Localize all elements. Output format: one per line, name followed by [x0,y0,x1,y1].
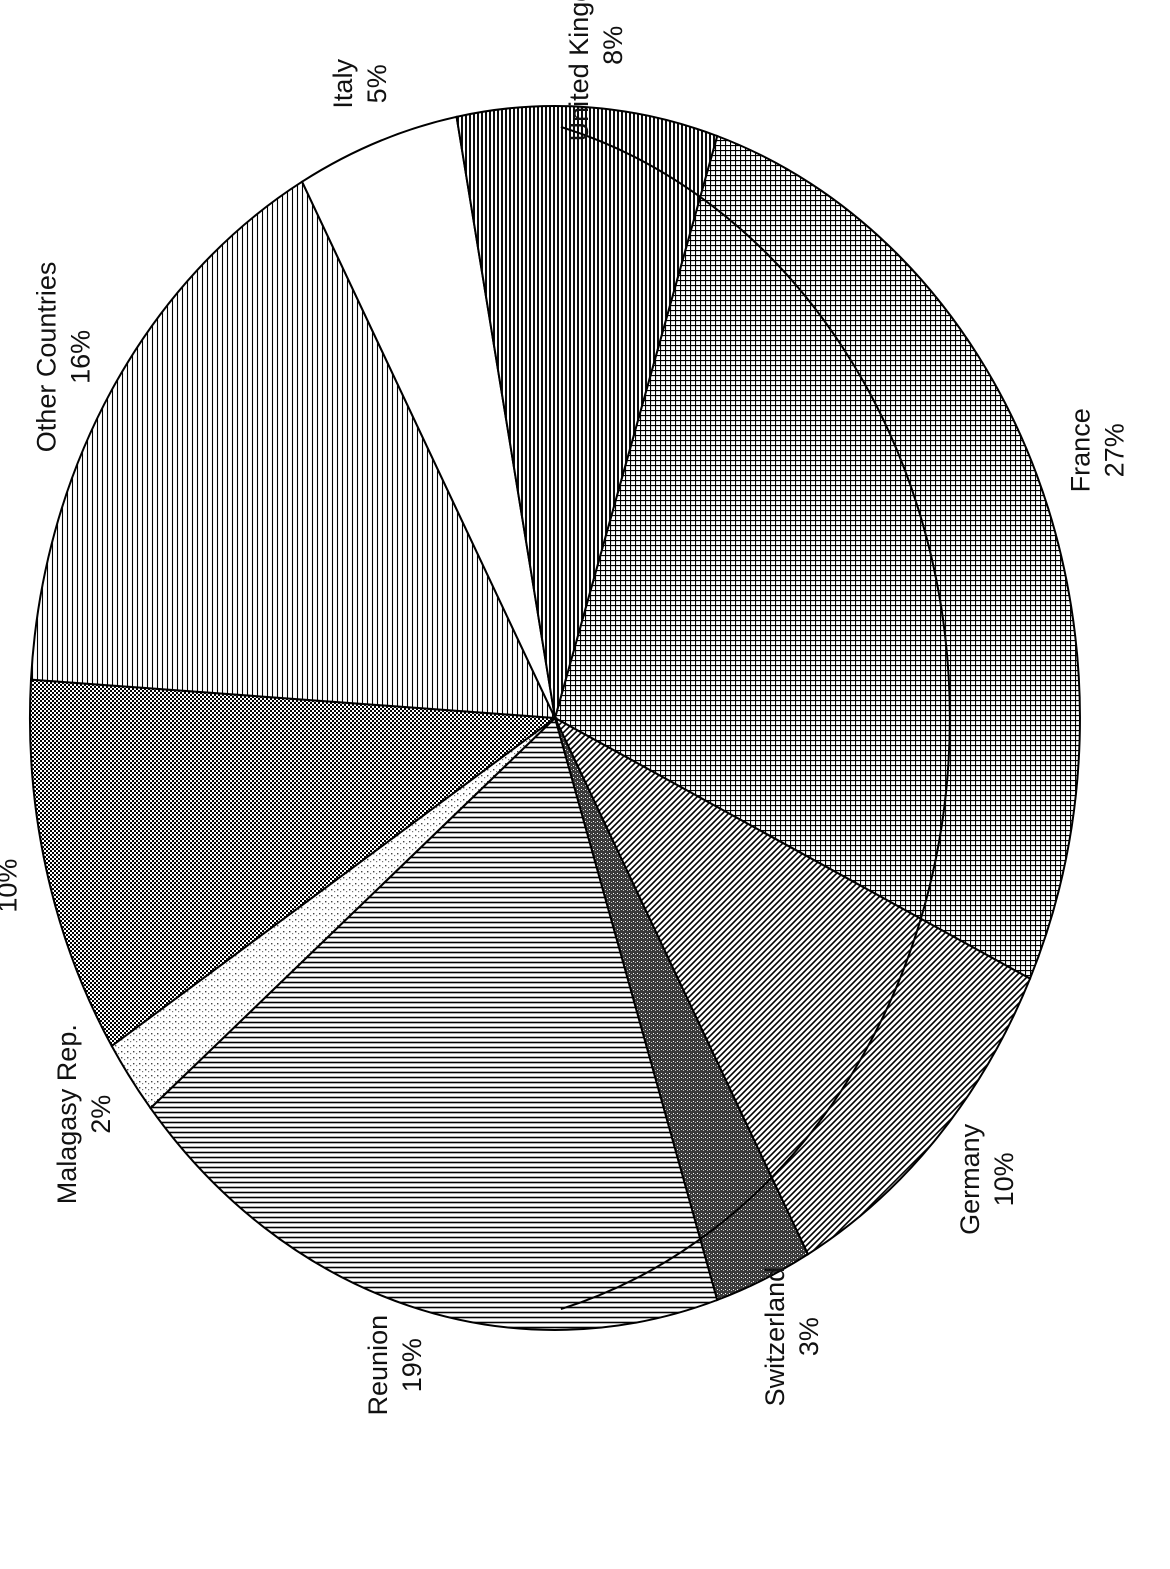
slice-name: Malagasy Rep. [52,1024,82,1204]
slice-germany [552,715,1032,1256]
slice-percent: 2% [86,1095,116,1134]
slice-name: Switzerland [760,1267,790,1407]
slice-percent: 27% [1100,423,1130,477]
slice-percent: 10% [989,1152,1019,1206]
slice-name: Germany [955,1123,985,1235]
slice-percent: 8% [598,26,628,65]
slice-percent: 16% [65,330,95,384]
slice-name: France [1066,408,1096,492]
slice-label-united-kingdom: United Kingdom 8% [564,0,628,141]
slice-name: Other Countries [31,262,61,453]
slice-label-switzerland: Switzerland 3% [760,1267,824,1407]
slice-label-germany: Germany 10% [955,1123,1019,1235]
slice-label-reunion: Reunion 19% [363,1315,427,1416]
slice-name: United Kingdom [564,0,594,141]
pie-3d-rim [560,125,951,1311]
slice-name: Italy [328,59,358,109]
slice-label-italy: Italy 5% [328,59,392,109]
slice-italy [300,115,556,719]
slice-percent: 3% [794,1317,824,1356]
slice-united-kingdom [455,105,719,719]
slice-label-other-countries: Other Countries 16% [31,262,95,453]
slice-label-france: France 27% [1066,408,1130,492]
slice-south-africa-rep [28,678,558,1048]
slice-name: Reunion [363,1315,393,1416]
slice-label-malagasy-rep: Malagasy Rep. 2% [52,1024,116,1204]
slice-percent: 10% [0,859,22,913]
slice-other-countries [29,180,557,720]
slice-percent: 5% [362,64,392,103]
slice-reunion [149,716,719,1331]
slice-label-south-africa-rep: South Africa Rep.10% [0,781,22,991]
slice-percent: 19% [397,1338,427,1392]
